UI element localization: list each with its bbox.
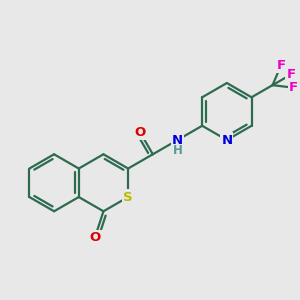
Text: N: N [172,134,183,146]
Text: N: N [221,134,233,146]
Text: H: H [172,144,182,158]
Text: F: F [289,81,298,94]
Text: S: S [123,190,133,203]
Text: O: O [89,231,100,244]
Text: O: O [134,126,146,139]
Text: F: F [286,68,296,81]
Text: F: F [276,59,286,72]
